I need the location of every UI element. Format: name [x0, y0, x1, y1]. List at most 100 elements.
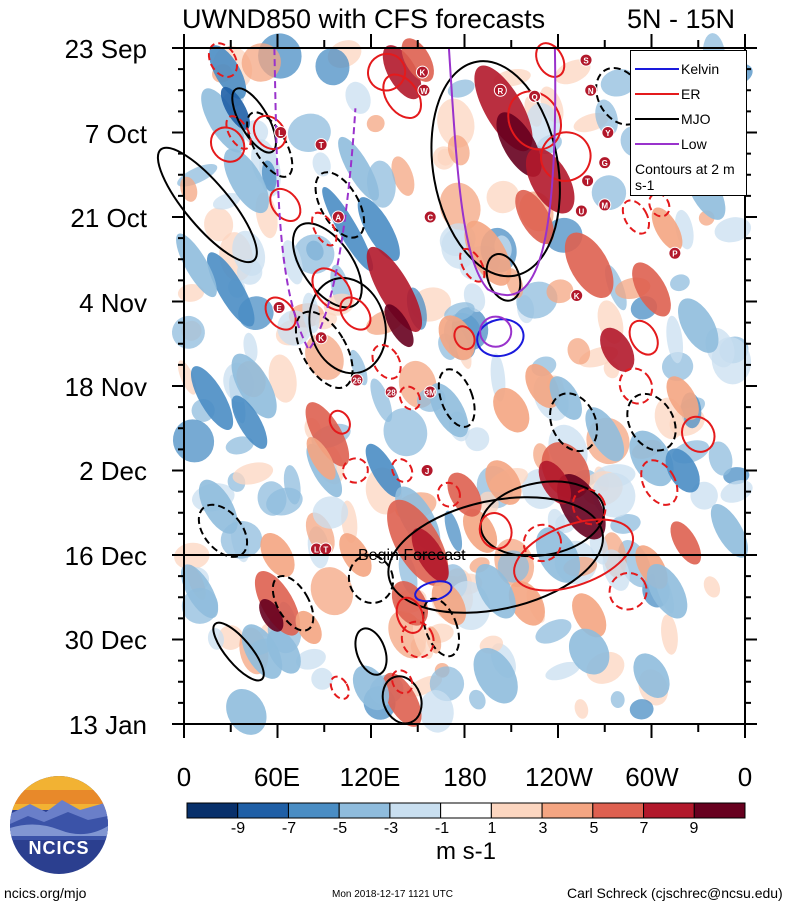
er-contour	[478, 512, 513, 550]
storm-marker	[314, 138, 328, 152]
er-contour	[209, 126, 246, 163]
field-patch	[464, 220, 512, 286]
field-patch	[323, 293, 355, 316]
field-patch	[352, 665, 390, 711]
field-patch	[257, 481, 287, 516]
mjo-contour	[549, 392, 599, 453]
er-contour	[640, 459, 679, 506]
legend-line	[635, 93, 679, 95]
storm-marker-label: W	[420, 87, 428, 96]
field-patch	[447, 135, 470, 166]
field-patch	[568, 628, 610, 675]
storm-marker-label: J	[425, 467, 429, 476]
field-patch	[241, 43, 281, 82]
field-patch	[469, 689, 486, 710]
field-patch	[714, 217, 752, 243]
storm-marker-label: R	[497, 87, 503, 96]
xtick-label: 0	[176, 762, 192, 792]
field-patch	[545, 661, 580, 681]
er-contour	[398, 385, 422, 411]
low-contour	[273, 47, 357, 352]
storm-marker	[528, 89, 542, 103]
contour-note: Contours at 2 m s-1	[635, 161, 735, 193]
field-patch	[204, 207, 234, 242]
mjo-contour	[231, 87, 277, 154]
field-patch	[439, 182, 481, 231]
er-contour	[535, 42, 566, 78]
er-contour	[628, 319, 659, 356]
mjo-contour	[291, 222, 363, 309]
field-patch	[567, 338, 591, 365]
er-contour	[252, 114, 287, 151]
field-patch	[447, 472, 482, 517]
field-patch	[382, 45, 422, 100]
ytick-label: 18 Nov	[64, 372, 147, 402]
begin-forecast-label: Begin Forecast	[358, 547, 466, 564]
er-contour	[459, 247, 486, 283]
field-patch	[497, 550, 530, 583]
xtick-label: 0	[737, 762, 753, 792]
storm-marker-label: C	[427, 214, 433, 223]
field-patch	[585, 407, 625, 462]
storm-marker	[314, 331, 328, 345]
storm-marker	[350, 373, 364, 387]
colorbar-swatch	[693, 802, 746, 819]
field-patch	[574, 699, 589, 719]
ytick-label: 4 Nov	[79, 288, 147, 318]
ytick-label: 21 Oct	[70, 203, 147, 233]
field-patch	[295, 648, 326, 670]
field-patch	[661, 614, 678, 655]
er-contour	[328, 409, 351, 435]
storm-marker-label: K	[420, 69, 426, 78]
er-contour	[400, 620, 435, 659]
field-patch	[391, 580, 429, 626]
field-patch	[181, 564, 219, 619]
field-patch	[610, 691, 625, 708]
field-patch	[564, 232, 614, 299]
field-patch	[710, 503, 748, 558]
footer-timestamp: Mon 2018-12-17 1121 UTC	[332, 889, 453, 900]
xtick-label: 180	[443, 762, 487, 792]
field-patch	[259, 598, 284, 632]
legend-label: Kelvin	[681, 61, 720, 77]
storm-marker-label: Q	[532, 93, 538, 102]
field-patch	[241, 624, 283, 679]
storm-marker-label: K	[574, 292, 580, 301]
field-patch	[666, 376, 699, 420]
colorbar-label: -7	[281, 820, 297, 837]
mjo-contour	[485, 253, 522, 302]
mjo-contour	[212, 621, 265, 682]
colorbar-swatch	[237, 802, 289, 819]
colorbar-label: 3	[538, 820, 548, 837]
ytick-label: 16 Dec	[64, 541, 147, 571]
storm-marker	[598, 156, 612, 170]
field-patch	[535, 619, 572, 644]
field-patch	[306, 437, 336, 480]
field-patch	[305, 402, 350, 467]
field-patch	[670, 521, 702, 565]
field-patch	[293, 234, 335, 274]
legend-item-er: ER	[635, 84, 745, 104]
field-patch	[447, 79, 475, 98]
xtick-label: 60E	[253, 762, 301, 792]
field-patch	[711, 337, 752, 385]
field-patch	[419, 689, 454, 733]
field-patch	[665, 448, 700, 493]
field-patch	[220, 86, 250, 130]
mjo-contour	[354, 627, 388, 676]
colorbar-label: 9	[689, 820, 699, 837]
legend-label: Low	[681, 136, 707, 152]
field-patch	[600, 327, 635, 372]
field-patch	[515, 189, 554, 245]
field-patch	[176, 233, 217, 298]
field-patch	[365, 443, 402, 498]
field-patch	[311, 667, 333, 690]
legend-line	[635, 143, 679, 145]
logo-text: NCICS	[28, 838, 90, 858]
field-patch	[391, 156, 415, 196]
mjo-contour	[308, 277, 387, 375]
colorbar-label: -9	[230, 820, 246, 837]
field-patch	[465, 427, 490, 452]
field-patch	[525, 363, 560, 409]
field-patch	[384, 304, 414, 348]
